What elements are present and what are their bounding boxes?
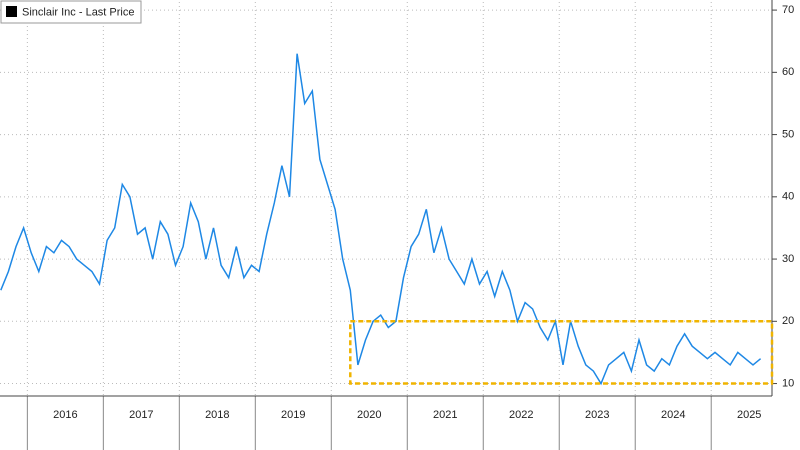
y-tick-label: 50 [782, 128, 794, 140]
x-tick-label: 2018 [205, 409, 229, 421]
x-tick-label: 2024 [661, 409, 685, 421]
y-tick-label: 30 [782, 253, 794, 265]
y-tick-label: 40 [782, 191, 794, 203]
x-tick-label: 2025 [737, 409, 761, 421]
x-tick-label: 2019 [281, 409, 305, 421]
legend [0, 0, 142, 24]
y-tick-label: 10 [782, 377, 794, 389]
x-tick-label: 2021 [433, 409, 457, 421]
y-tick-label: 20 [782, 315, 794, 327]
x-tick-label: 2022 [509, 409, 533, 421]
y-tick-label: 60 [782, 66, 794, 78]
price-line [0, 53, 762, 386]
legend-swatch [6, 6, 17, 17]
highlight-box [349, 320, 774, 385]
legend-label: Sinclair Inc - Last Price [22, 6, 134, 18]
x-tick-label: 2017 [129, 409, 153, 421]
x-tick-label: 2023 [585, 409, 609, 421]
y-tick-label: 70 [782, 4, 794, 16]
x-tick-label: 2016 [53, 409, 77, 421]
x-tick-label: 2020 [357, 409, 381, 421]
